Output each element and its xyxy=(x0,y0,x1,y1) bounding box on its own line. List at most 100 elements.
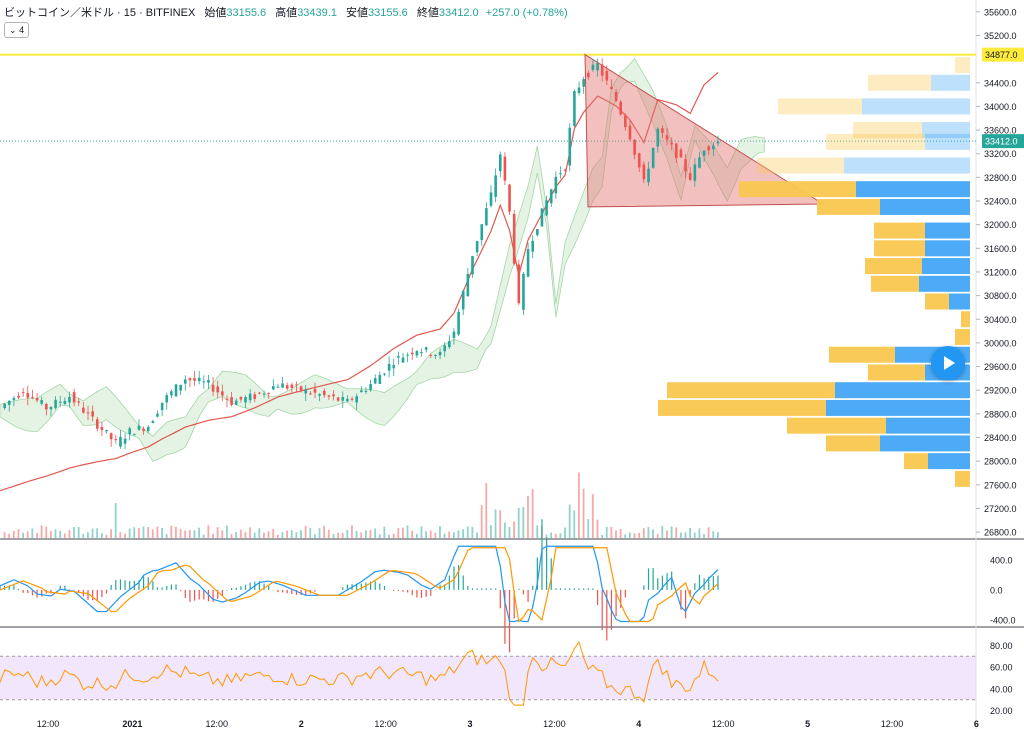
candle-body xyxy=(508,184,511,212)
macd-histogram-bar xyxy=(68,589,71,590)
price-tick-label: 27200.0 xyxy=(984,504,1017,514)
price-tick-label: 30800.0 xyxy=(984,291,1017,301)
macd-histogram-bar xyxy=(643,585,645,590)
candle-body xyxy=(383,373,386,375)
candle-body xyxy=(105,429,108,432)
candle-body xyxy=(568,127,572,166)
candle-body xyxy=(299,386,303,391)
candle-body xyxy=(253,394,257,399)
candle-body xyxy=(633,139,636,155)
candle-body xyxy=(378,374,382,384)
candle-body xyxy=(17,395,20,398)
volume-bar xyxy=(642,528,645,538)
candle-body xyxy=(77,401,81,403)
macd-histogram-bar xyxy=(379,583,381,590)
macd-histogram-bar xyxy=(87,589,89,600)
candle-body xyxy=(40,400,43,404)
time-tick-label: 2021 xyxy=(122,719,142,729)
candle-body xyxy=(522,273,525,310)
volume-bar xyxy=(698,528,701,538)
volume-profile-buy xyxy=(925,133,970,150)
candle-body xyxy=(651,147,655,168)
macd-histogram-bar xyxy=(457,565,460,590)
high-label: 高値 xyxy=(275,7,298,19)
volume-bar xyxy=(415,533,418,538)
volume-bar xyxy=(457,530,460,538)
macd-histogram-bar xyxy=(0,585,1,590)
candle-body xyxy=(211,384,215,392)
candle-body xyxy=(536,229,539,236)
volume-profile-buy xyxy=(886,417,970,434)
volume-bar xyxy=(281,532,284,538)
volume-bar xyxy=(179,528,182,538)
candle-body xyxy=(698,157,701,168)
candle-body xyxy=(577,87,581,94)
macd-histogram-bar xyxy=(244,584,247,590)
volume-bar xyxy=(142,526,145,538)
macd-histogram-bar xyxy=(564,588,566,590)
macd-histogram-bar xyxy=(383,585,386,590)
macd-histogram-bar xyxy=(59,585,61,590)
candle-body xyxy=(605,70,609,81)
macd-histogram-bar xyxy=(314,589,316,592)
volume-bar xyxy=(568,504,571,538)
volume-bar xyxy=(378,534,381,538)
candle-body xyxy=(434,355,437,357)
volume-bar xyxy=(471,526,474,538)
candle-body xyxy=(471,256,474,275)
candle-body xyxy=(45,403,48,410)
volume-bar xyxy=(656,533,659,538)
volume-profile-sell xyxy=(925,293,949,310)
volume-bar xyxy=(443,533,446,538)
volume-bar xyxy=(476,532,478,538)
candle-body xyxy=(86,412,90,414)
volume-bar xyxy=(193,530,196,538)
macd-histogram-bar xyxy=(684,589,687,619)
candle-body xyxy=(188,378,192,381)
macd-histogram-bar xyxy=(569,588,571,590)
volume-bar xyxy=(87,532,89,538)
volume-bar xyxy=(188,530,191,538)
macd-histogram-bar xyxy=(346,584,349,590)
cloud-area xyxy=(0,58,765,462)
volume-bar xyxy=(276,534,279,538)
volume-bar xyxy=(490,525,492,538)
price-axis: 35600.0 35200.0 34400.0 34000.0 33600.0 33200… xyxy=(976,7,1017,538)
price-tick-label: 29600.0 xyxy=(984,362,1017,372)
volume-bar xyxy=(82,534,85,538)
volume-profile-buy xyxy=(931,74,970,91)
candle-body xyxy=(309,393,312,395)
volume-profile-sell xyxy=(778,98,862,115)
volume-bar xyxy=(128,528,131,538)
candle-body xyxy=(392,365,396,369)
time-tick-label: 12:00 xyxy=(37,719,60,729)
volume-bar xyxy=(693,532,696,538)
price-tick-label: 32400.0 xyxy=(984,197,1017,207)
volume-bar xyxy=(105,534,108,538)
macd-histogram-bar xyxy=(411,589,413,596)
macd-histogram-bar xyxy=(110,584,112,590)
volume-bar xyxy=(494,509,497,538)
macd-histogram-bar xyxy=(587,588,589,590)
volume-bar xyxy=(239,529,242,538)
indicator-count: 4 xyxy=(19,25,25,35)
open-label: 始値 xyxy=(204,7,227,19)
macd-histogram-bar xyxy=(263,583,265,590)
play-replay-button[interactable] xyxy=(931,346,965,380)
indicator-toggle-button[interactable]: ⌄ 4 xyxy=(4,22,30,38)
volume-bar xyxy=(207,525,210,538)
candle-body xyxy=(26,393,30,398)
volume-bar xyxy=(527,495,529,538)
macd-histogram-bar xyxy=(17,588,20,590)
candle-body xyxy=(230,397,233,406)
candle-body xyxy=(688,173,692,180)
volume-profile-buy xyxy=(880,435,970,452)
chevron-down-icon: ⌄ xyxy=(9,25,17,35)
candle-body xyxy=(485,208,488,226)
candle-body xyxy=(531,240,535,252)
symbol-title[interactable]: ビットコイン／米ドル · 15 · BITFINEX xyxy=(4,7,196,19)
candle-body xyxy=(322,390,326,396)
price-tick-label: 32800.0 xyxy=(984,173,1017,183)
volume-profile-buy xyxy=(925,222,970,239)
